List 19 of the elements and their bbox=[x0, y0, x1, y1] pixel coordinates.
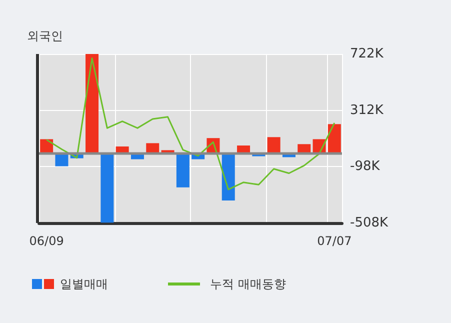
bar bbox=[267, 137, 280, 154]
bar bbox=[100, 153, 114, 223]
line-series bbox=[46, 58, 336, 190]
legend-label: 누적 매매동향 bbox=[210, 277, 286, 291]
chart-title: 외국인 bbox=[27, 29, 63, 43]
bar bbox=[298, 144, 311, 154]
y-tick-label: -508K bbox=[350, 216, 389, 230]
x-tick-label: 06/09 bbox=[29, 234, 64, 248]
bar bbox=[40, 139, 54, 154]
bar bbox=[237, 146, 250, 154]
x-tick-label: 07/07 bbox=[317, 234, 352, 248]
legend-label: 일별매매 bbox=[60, 277, 108, 291]
bar bbox=[86, 54, 99, 154]
bar bbox=[176, 153, 190, 188]
y-tick-label: -98K bbox=[350, 159, 380, 174]
y-tick-label: 312K bbox=[350, 102, 384, 118]
bar bbox=[328, 124, 341, 154]
bar bbox=[146, 143, 160, 154]
y-tick-label: 722K bbox=[350, 46, 384, 62]
